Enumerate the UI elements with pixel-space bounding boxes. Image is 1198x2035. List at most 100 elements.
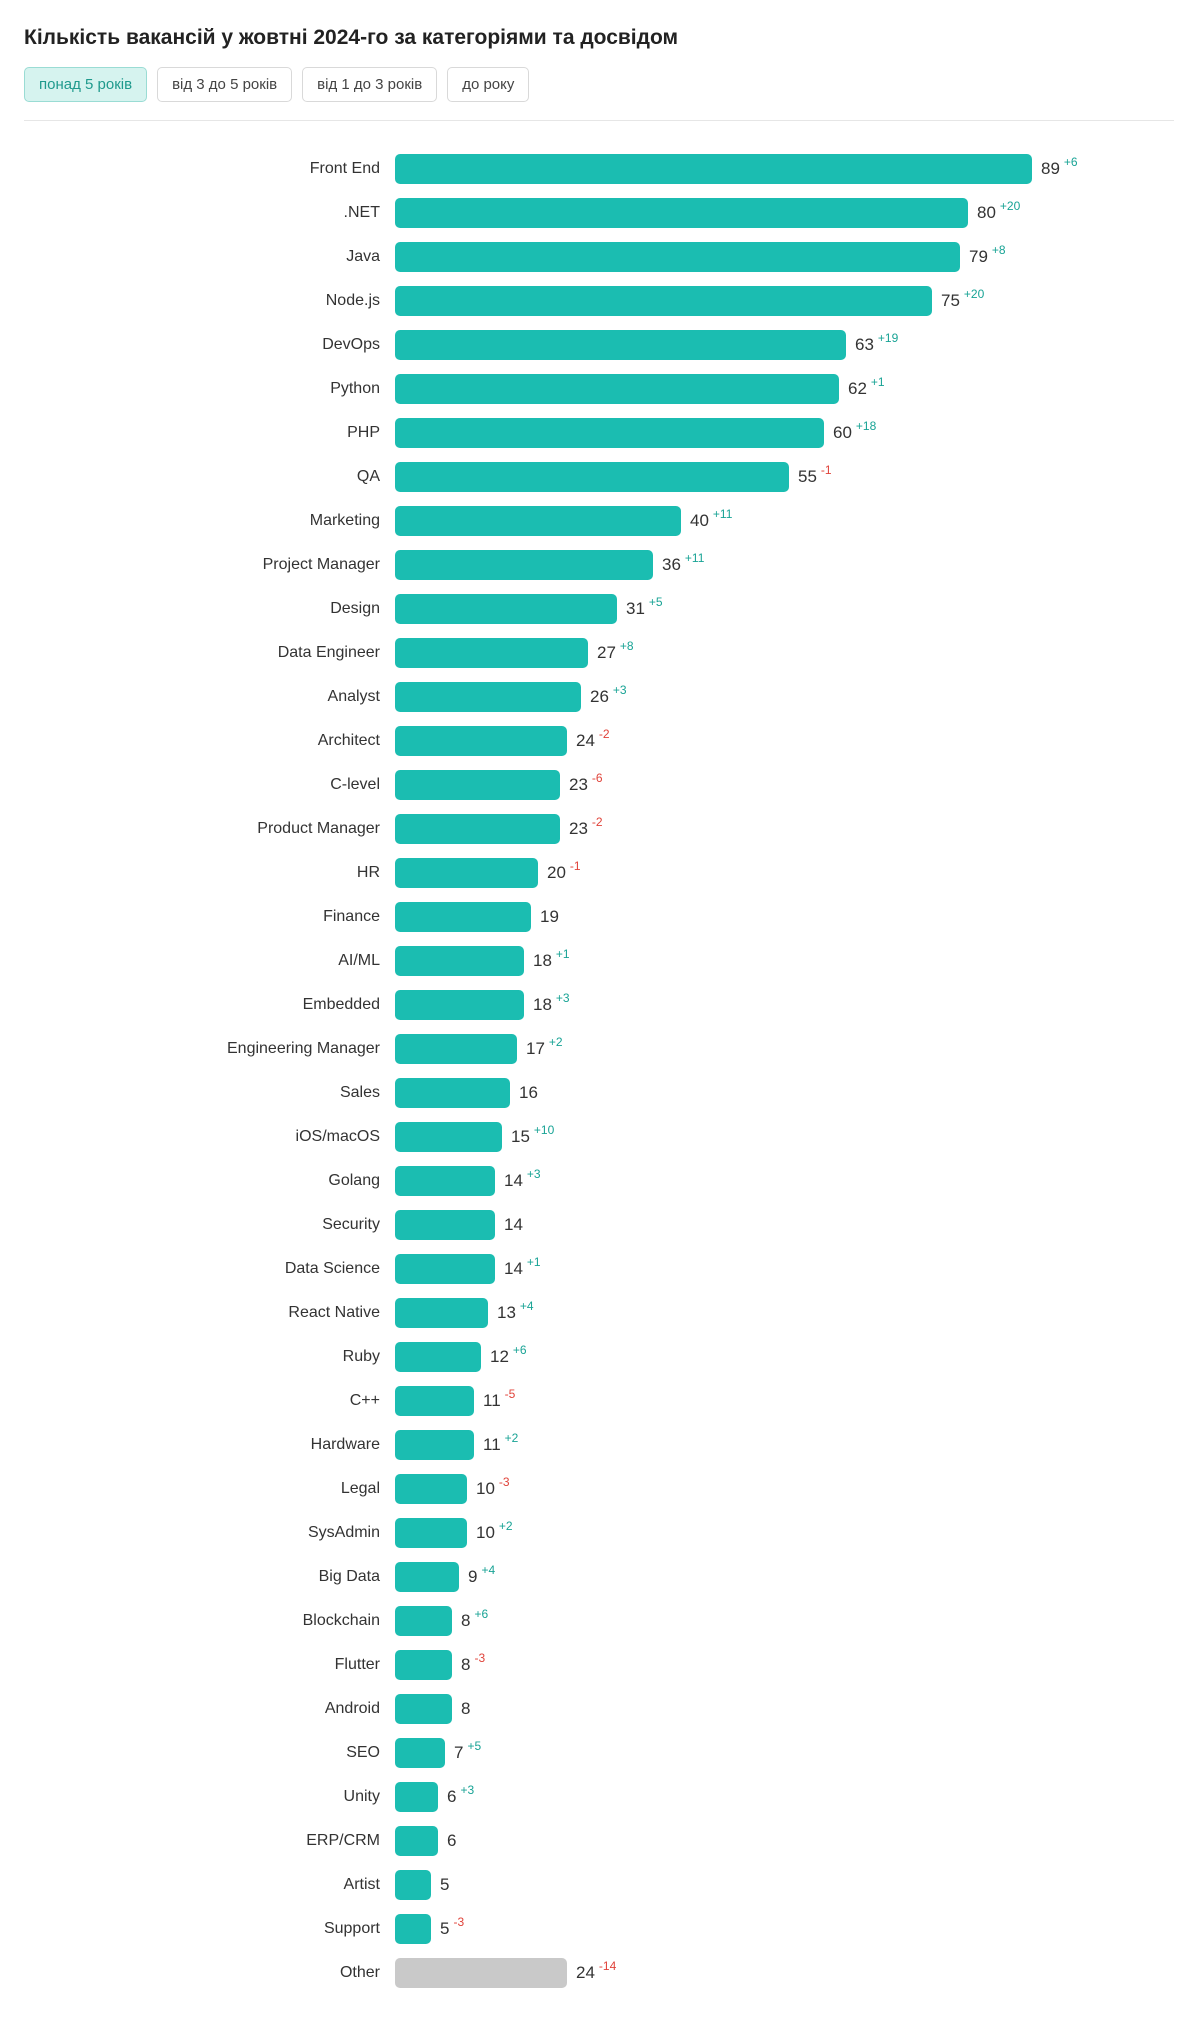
chart-row: Big Data 9 +4 — [24, 1555, 1174, 1599]
bar[interactable] — [395, 1166, 495, 1197]
experience-tab[interactable]: від 1 до 3 років — [302, 67, 438, 103]
bar[interactable] — [395, 858, 538, 889]
experience-tab[interactable]: до року — [447, 67, 530, 103]
bar[interactable] — [395, 1122, 502, 1153]
bar[interactable] — [395, 1914, 431, 1945]
bar[interactable] — [395, 1738, 445, 1769]
bar-area: 8 -3 — [395, 1650, 1174, 1681]
category-label: Blockchain — [302, 1612, 380, 1630]
bar-delta: -2 — [598, 727, 610, 742]
bar[interactable] — [395, 1694, 452, 1725]
bar[interactable] — [395, 506, 681, 537]
bar[interactable] — [395, 770, 560, 801]
bar-value: 62 — [848, 379, 867, 399]
bar-area: 7 +5 — [395, 1738, 1174, 1769]
chart-row: HR 20 -1 — [24, 851, 1174, 895]
category-label: Project Manager — [262, 556, 380, 574]
bar[interactable] — [395, 1782, 438, 1813]
bar[interactable] — [395, 1078, 510, 1109]
bar-area: 36 +11 — [395, 550, 1174, 581]
bar-value: 14 — [504, 1171, 523, 1191]
category-label: DevOps — [322, 336, 380, 354]
bar[interactable] — [395, 1826, 438, 1857]
bar-delta: -3 — [453, 1915, 465, 1930]
bar[interactable] — [395, 990, 524, 1021]
chart-row: Product Manager 23 -2 — [24, 807, 1174, 851]
bar-value: 12 — [490, 1347, 509, 1367]
bar[interactable] — [395, 682, 581, 713]
bar[interactable] — [395, 1298, 488, 1329]
bar-value: 11 — [483, 1435, 501, 1455]
chart-row: Unity 6 +3 — [24, 1775, 1174, 1819]
bar[interactable] — [395, 1034, 517, 1065]
bar[interactable] — [395, 1562, 459, 1593]
bar-value: 89 — [1041, 159, 1060, 179]
chart-row: Blockchain 8 +6 — [24, 1599, 1174, 1643]
bar-delta: +2 — [548, 1035, 563, 1050]
bar[interactable] — [395, 242, 960, 273]
chart-row: Golang 14 +3 — [24, 1159, 1174, 1203]
bar-delta: +18 — [855, 419, 877, 434]
bar[interactable] — [395, 374, 839, 405]
bar[interactable] — [395, 1430, 474, 1461]
bar-delta: -3 — [474, 1651, 486, 1666]
bar[interactable] — [395, 1342, 481, 1373]
bar-area: 26 +3 — [395, 682, 1174, 713]
chart-row: Architect 24 -2 — [24, 719, 1174, 763]
bar[interactable] — [395, 814, 560, 845]
bar-area: 60 +18 — [395, 418, 1174, 449]
experience-tab[interactable]: від 3 до 5 років — [157, 67, 293, 103]
bar[interactable] — [395, 946, 524, 977]
category-label: Security — [322, 1216, 380, 1234]
bar[interactable] — [395, 1606, 452, 1637]
bar[interactable] — [395, 154, 1032, 185]
bar[interactable] — [395, 1386, 474, 1417]
bar-value: 14 — [504, 1215, 523, 1235]
chart-row: QA 55 -1 — [24, 455, 1174, 499]
category-label: Embedded — [302, 996, 380, 1014]
chart-row: Engineering Manager 17 +2 — [24, 1027, 1174, 1071]
bar-value: 14 — [504, 1259, 523, 1279]
bar-value: 19 — [540, 907, 559, 927]
bar-value: 40 — [690, 511, 709, 531]
bar-value: 80 — [977, 203, 996, 223]
bar[interactable] — [395, 198, 968, 229]
bar-area: 14 +1 — [395, 1254, 1174, 1285]
bar-delta: +11 — [712, 507, 733, 522]
bar[interactable] — [395, 550, 653, 581]
bar-value: 8 — [461, 1655, 471, 1675]
bar[interactable] — [395, 1210, 495, 1241]
bar[interactable] — [395, 1518, 467, 1549]
chart-row: DevOps 63 +19 — [24, 323, 1174, 367]
bar-value: 7 — [454, 1743, 464, 1763]
bar[interactable] — [395, 462, 789, 493]
bar-value: 55 — [798, 467, 817, 487]
bar-delta: -1 — [569, 859, 581, 874]
bar[interactable] — [395, 1254, 495, 1285]
bar-value: 5 — [440, 1875, 450, 1895]
chart-row: C++ 11 -5 — [24, 1379, 1174, 1423]
vacancies-chart: Front End 89 +6 .NET 80 +20 Java 79 +8 N… — [24, 147, 1174, 1995]
bar[interactable] — [395, 902, 531, 933]
bar[interactable] — [395, 418, 824, 449]
bar[interactable] — [395, 330, 846, 361]
bar[interactable] — [395, 594, 617, 625]
category-label: PHP — [347, 424, 380, 442]
bar-value: 11 — [483, 1391, 501, 1411]
bar-value: 63 — [855, 335, 874, 355]
chart-row: Finance 19 — [24, 895, 1174, 939]
bar[interactable] — [395, 1650, 452, 1681]
bar-area: 5 — [395, 1870, 1174, 1901]
bar-value: 18 — [533, 995, 552, 1015]
chart-row: Data Science 14 +1 — [24, 1247, 1174, 1291]
bar[interactable] — [395, 1474, 467, 1505]
bar[interactable] — [395, 1870, 431, 1901]
bar[interactable] — [395, 638, 588, 669]
experience-tab[interactable]: понад 5 років — [24, 67, 148, 103]
category-label: Engineering Manager — [227, 1040, 380, 1058]
bar-value: 20 — [547, 863, 566, 883]
bar[interactable] — [395, 1958, 567, 1989]
bar[interactable] — [395, 286, 932, 317]
bar[interactable] — [395, 726, 567, 757]
